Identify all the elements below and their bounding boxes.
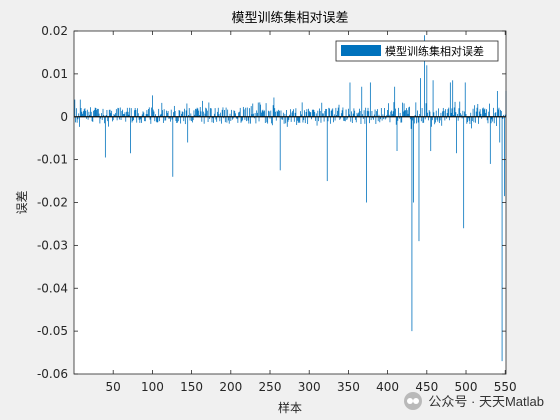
x-tick-label: 400 — [376, 380, 399, 394]
x-tick-label: 100 — [141, 380, 164, 394]
y-tick-label: 0 — [60, 110, 68, 124]
x-tick-label: 200 — [219, 380, 242, 394]
x-tick-label: 500 — [455, 380, 478, 394]
tick-labels: 50 100 150 200 250 300 350 400 450 500 550 -0.06 -0.… — [37, 24, 517, 394]
y-tick-label: 0.02 — [41, 24, 68, 38]
x-tick-label: 350 — [337, 380, 360, 394]
chart-title: 模型训练集相对误差 — [231, 10, 348, 26]
axes — [73, 30, 507, 375]
y-tick-label: -0.03 — [37, 238, 68, 252]
y-tick-label: -0.02 — [37, 196, 68, 210]
y-tick-label: -0.05 — [37, 324, 68, 338]
x-tick-label: 450 — [415, 380, 438, 394]
y-tick-label: -0.04 — [37, 281, 68, 295]
x-tick-label: 300 — [298, 380, 321, 394]
legend-label: 模型训练集相对误差 — [385, 44, 484, 58]
x-tick-label: 150 — [180, 380, 203, 394]
watermark: 公众号 · 天天Matlab — [404, 391, 544, 410]
y-tick-label: 0.01 — [41, 67, 68, 81]
y-axis-label: 误差 — [15, 190, 29, 214]
legend-swatch — [341, 45, 381, 56]
watermark-text: 公众号 · 天天Matlab — [428, 394, 544, 409]
x-axis-label: 样本 — [278, 400, 302, 415]
x-tick-label: 550 — [494, 380, 517, 394]
x-tick-label: 250 — [259, 380, 282, 394]
x-tick-label: 50 — [106, 380, 121, 394]
wechat-icon — [404, 391, 423, 410]
plot-area — [74, 31, 506, 374]
y-tick-label: -0.06 — [37, 367, 68, 381]
y-tick-label: -0.01 — [37, 153, 68, 167]
bar-series — [74, 35, 507, 362]
legend: 模型训练集相对误差 — [335, 40, 499, 62]
